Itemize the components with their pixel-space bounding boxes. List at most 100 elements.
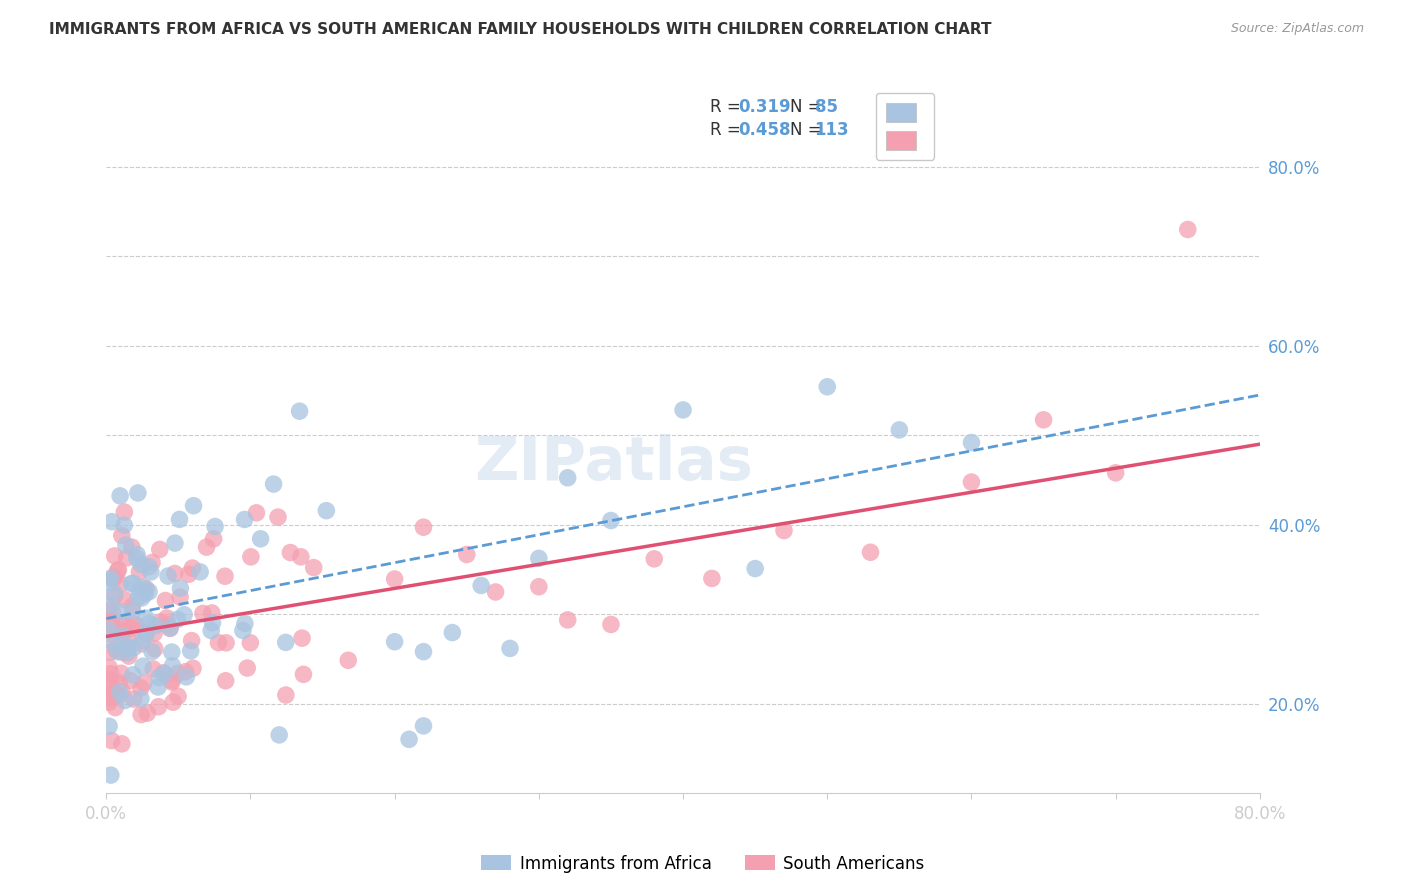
Point <box>100 733 122 747</box>
Point <box>1177 222 1199 236</box>
Point <box>149 542 172 557</box>
Point <box>98 660 121 674</box>
Point <box>188 565 211 579</box>
Point <box>112 624 135 639</box>
Point <box>98 676 121 690</box>
Point <box>155 593 177 607</box>
Point <box>104 642 127 657</box>
Point <box>104 549 127 563</box>
Point <box>118 649 141 664</box>
Text: 113: 113 <box>814 120 849 138</box>
Point <box>107 645 129 659</box>
Point <box>98 575 121 590</box>
Point <box>98 603 121 617</box>
Point <box>143 618 166 632</box>
Text: R =: R = <box>710 120 745 138</box>
Point <box>129 558 152 572</box>
Point <box>125 618 148 632</box>
Point <box>384 572 406 586</box>
Point <box>163 566 186 581</box>
Point <box>114 693 136 707</box>
Point <box>180 644 202 658</box>
Point <box>191 607 214 621</box>
Point <box>169 590 191 604</box>
Point <box>167 690 190 704</box>
Point <box>201 615 224 630</box>
Point <box>98 695 121 709</box>
Point <box>132 581 155 595</box>
Point <box>177 567 200 582</box>
Point <box>263 477 285 491</box>
Point <box>111 737 134 751</box>
Point <box>104 700 127 714</box>
Point <box>121 540 143 554</box>
Point <box>121 604 143 618</box>
Point <box>131 633 153 648</box>
Point <box>600 617 623 632</box>
Point <box>111 684 134 698</box>
Point <box>122 640 145 655</box>
Point <box>889 423 911 437</box>
Text: 85: 85 <box>814 98 838 117</box>
Point <box>103 682 125 697</box>
Point <box>181 661 204 675</box>
Point <box>103 586 125 600</box>
Point <box>110 605 132 619</box>
Point <box>128 565 150 579</box>
Point <box>104 589 127 603</box>
Point <box>129 707 152 722</box>
Legend: , : , <box>876 93 934 160</box>
Point <box>122 616 145 631</box>
Point <box>239 636 262 650</box>
Point <box>773 524 796 538</box>
Text: N =: N = <box>790 120 827 138</box>
Point <box>98 598 121 612</box>
Point <box>135 582 157 596</box>
Point <box>111 528 134 542</box>
Point <box>960 435 983 450</box>
Point <box>101 571 124 585</box>
Point <box>527 580 550 594</box>
Point <box>153 666 176 681</box>
Text: N =: N = <box>790 98 827 117</box>
Point <box>163 536 186 550</box>
Point <box>117 646 139 660</box>
Point <box>173 607 195 622</box>
Point <box>134 587 156 601</box>
Point <box>132 675 155 690</box>
Point <box>135 611 157 625</box>
Point <box>101 606 124 620</box>
Point <box>291 631 314 645</box>
Point <box>132 659 155 673</box>
Point <box>215 636 238 650</box>
Point <box>527 551 550 566</box>
Point <box>174 665 197 679</box>
Point <box>160 673 183 687</box>
Point <box>148 671 170 685</box>
Point <box>398 732 420 747</box>
Point <box>98 719 121 733</box>
Point <box>176 670 198 684</box>
Point <box>134 626 156 640</box>
Point <box>160 645 183 659</box>
Point <box>269 728 291 742</box>
Point <box>100 690 122 705</box>
Point <box>105 564 128 578</box>
Point <box>148 699 170 714</box>
Point <box>149 615 172 629</box>
Point <box>470 578 492 592</box>
Point <box>115 538 138 552</box>
Point <box>672 403 695 417</box>
Point <box>412 719 434 733</box>
Text: ZIPatlas: ZIPatlas <box>474 434 754 493</box>
Point <box>412 645 434 659</box>
Point <box>141 556 163 570</box>
Point <box>1105 466 1128 480</box>
Point <box>204 519 226 533</box>
Text: 0.458: 0.458 <box>738 120 792 138</box>
Point <box>127 486 149 500</box>
Point <box>111 645 134 659</box>
Point <box>139 565 162 579</box>
Point <box>122 692 145 706</box>
Point <box>98 615 121 629</box>
